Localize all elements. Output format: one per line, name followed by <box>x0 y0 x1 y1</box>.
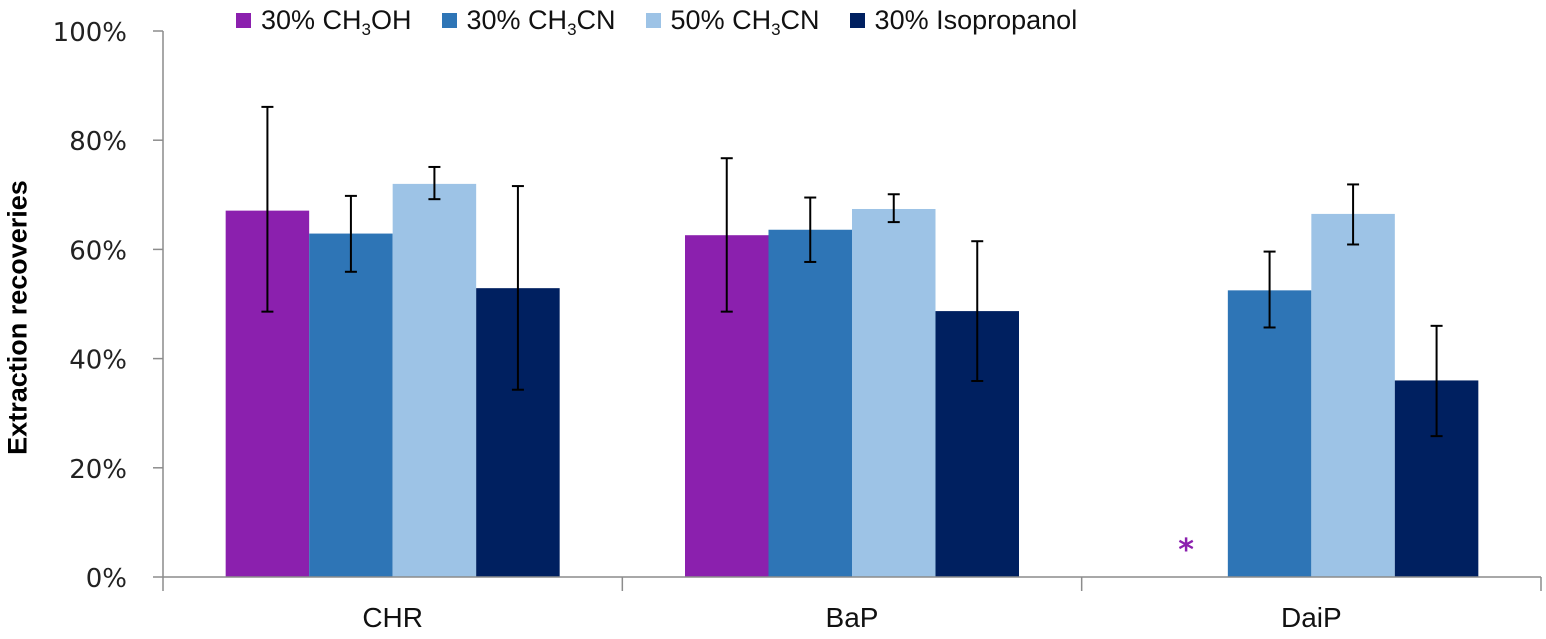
legend-label: 30% CH3OH <box>261 4 412 39</box>
x-tick-label: DaiP <box>1281 602 1342 633</box>
bar <box>1227 290 1312 577</box>
bar <box>852 208 936 577</box>
x-tick-label: BaP <box>826 602 879 633</box>
bar <box>1311 213 1395 577</box>
legend-item: 30% CH3OH <box>236 4 412 39</box>
bar <box>768 229 852 577</box>
legend-label: 30% Isopropanol <box>874 4 1078 35</box>
legend: 30% CH3OH 30% CH3CN 50% CH3CN 30% Isopropan… <box>236 2 1107 38</box>
y-tick-label: 80% <box>69 127 127 157</box>
legend-swatch <box>645 12 661 28</box>
legend-item: 30% CH3CN <box>441 4 616 39</box>
missing-value-asterisk: * <box>1178 533 1194 568</box>
legend-swatch <box>236 12 251 28</box>
legend-label: 30% CH3CN <box>466 4 616 39</box>
bar <box>309 233 393 578</box>
y-tick-label: 60% <box>69 236 127 266</box>
y-tick-label: 40% <box>69 346 127 376</box>
x-tick-label: CHR <box>362 602 423 633</box>
y-tick-label: 100% <box>53 18 127 48</box>
legend-item: 30% Isopropanol <box>849 4 1078 36</box>
legend-item: 50% CH3CN <box>645 4 820 39</box>
y-tick-label: 0% <box>86 564 127 594</box>
legend-label: 50% CH3CN <box>670 4 820 39</box>
legend-swatch <box>849 12 865 28</box>
legend-swatch <box>441 12 457 28</box>
bar <box>392 183 477 577</box>
y-tick-label: 20% <box>69 455 127 485</box>
